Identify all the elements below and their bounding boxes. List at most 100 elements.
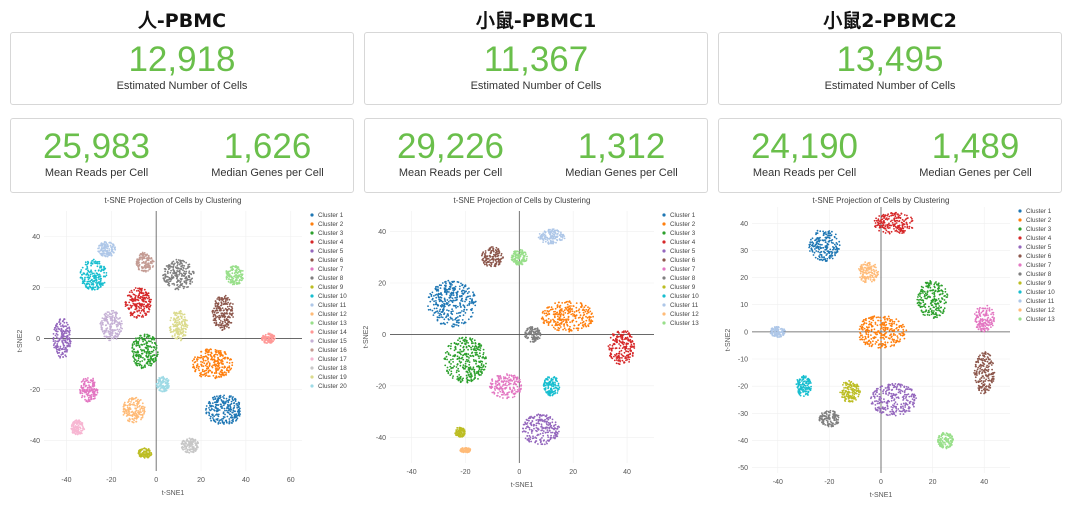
cell-point bbox=[462, 354, 465, 356]
cell-point bbox=[213, 311, 216, 314]
cell-point bbox=[155, 382, 158, 385]
cell-point bbox=[69, 342, 72, 345]
cell-point bbox=[96, 265, 99, 268]
cell-point bbox=[526, 419, 528, 421]
cell-point bbox=[620, 333, 622, 336]
cell-point bbox=[173, 284, 176, 286]
cell-point bbox=[535, 437, 538, 440]
cell-point bbox=[459, 340, 462, 343]
cell-point bbox=[168, 284, 171, 287]
cell-point bbox=[224, 419, 227, 422]
cell-point bbox=[187, 451, 190, 454]
cell-point bbox=[547, 418, 550, 421]
cell-point bbox=[232, 265, 235, 268]
cell-point bbox=[222, 412, 225, 415]
cell-point bbox=[221, 354, 224, 357]
cell-point bbox=[563, 316, 566, 319]
cell-point bbox=[143, 343, 146, 346]
cell-point bbox=[539, 433, 542, 435]
cell-point bbox=[204, 364, 207, 367]
cell-point bbox=[176, 330, 179, 332]
cell-point bbox=[141, 415, 144, 417]
cell-point bbox=[537, 443, 539, 445]
cell-point bbox=[473, 349, 475, 351]
cell-point bbox=[182, 274, 184, 277]
cell-point bbox=[135, 294, 137, 297]
cluster-3-points bbox=[443, 336, 487, 384]
cell-point bbox=[186, 319, 188, 322]
cell-point bbox=[105, 272, 108, 274]
cell-point bbox=[176, 321, 179, 324]
cell-point bbox=[557, 329, 560, 332]
x-tick-label: -40 bbox=[61, 477, 71, 484]
cell-point bbox=[64, 354, 67, 357]
cell-point bbox=[200, 363, 203, 366]
cell-point bbox=[552, 318, 554, 321]
cell-point bbox=[228, 298, 231, 301]
cell-point bbox=[459, 285, 461, 288]
cell-point bbox=[212, 315, 215, 318]
cell-point bbox=[557, 323, 560, 326]
cell-point bbox=[165, 265, 168, 267]
cell-point bbox=[208, 364, 211, 367]
cell-point bbox=[145, 263, 148, 266]
cell-point bbox=[133, 419, 135, 422]
cell-point bbox=[478, 357, 480, 359]
cell-point bbox=[79, 427, 82, 430]
cell-point bbox=[592, 315, 594, 318]
cell-point bbox=[213, 363, 216, 366]
cell-point bbox=[119, 323, 122, 326]
cell-point bbox=[447, 371, 450, 373]
cell-point bbox=[209, 404, 211, 406]
cell-point bbox=[183, 285, 186, 288]
cell-point bbox=[196, 441, 199, 443]
cell-point bbox=[462, 322, 465, 325]
cell-point bbox=[200, 360, 202, 363]
cell-point bbox=[226, 297, 229, 300]
cell-point bbox=[463, 306, 466, 309]
cell-point bbox=[132, 341, 135, 344]
cell-point bbox=[556, 313, 558, 316]
cell-point bbox=[215, 307, 218, 310]
cell-point bbox=[201, 368, 204, 371]
cell-point bbox=[59, 355, 61, 358]
cell-point bbox=[189, 280, 192, 283]
cell-point bbox=[83, 396, 86, 398]
cell-point bbox=[86, 394, 89, 397]
cell-point bbox=[438, 293, 441, 295]
cell-point bbox=[477, 355, 480, 358]
cell-point bbox=[105, 331, 107, 333]
cell-point bbox=[139, 312, 142, 314]
cell-point bbox=[545, 420, 547, 423]
cell-point bbox=[240, 279, 243, 282]
cell-point bbox=[463, 348, 465, 351]
cell-point bbox=[62, 346, 65, 348]
cell-point bbox=[162, 384, 165, 387]
cell-point bbox=[226, 403, 229, 406]
cell-point bbox=[173, 311, 176, 314]
cell-point bbox=[466, 295, 469, 298]
cell-point bbox=[143, 412, 145, 415]
cell-point bbox=[436, 316, 439, 318]
cell-point bbox=[90, 264, 92, 267]
cell-point bbox=[556, 427, 559, 430]
cell-point bbox=[92, 382, 95, 384]
cell-point bbox=[137, 267, 140, 270]
cell-point bbox=[110, 322, 113, 325]
cell-point bbox=[89, 273, 92, 276]
cell-point bbox=[585, 308, 588, 311]
cell-point bbox=[81, 394, 84, 397]
cell-point bbox=[461, 292, 464, 294]
cell-point bbox=[181, 329, 184, 331]
cell-point bbox=[147, 349, 149, 351]
cell-point bbox=[607, 345, 610, 347]
cell-point bbox=[188, 263, 191, 266]
cell-point bbox=[460, 350, 463, 353]
cell-point bbox=[150, 453, 153, 456]
cell-point bbox=[221, 366, 224, 369]
cell-point bbox=[444, 352, 447, 354]
cell-point bbox=[239, 271, 242, 274]
cell-point bbox=[619, 335, 622, 338]
cell-point bbox=[132, 293, 135, 296]
cell-point bbox=[547, 436, 550, 438]
